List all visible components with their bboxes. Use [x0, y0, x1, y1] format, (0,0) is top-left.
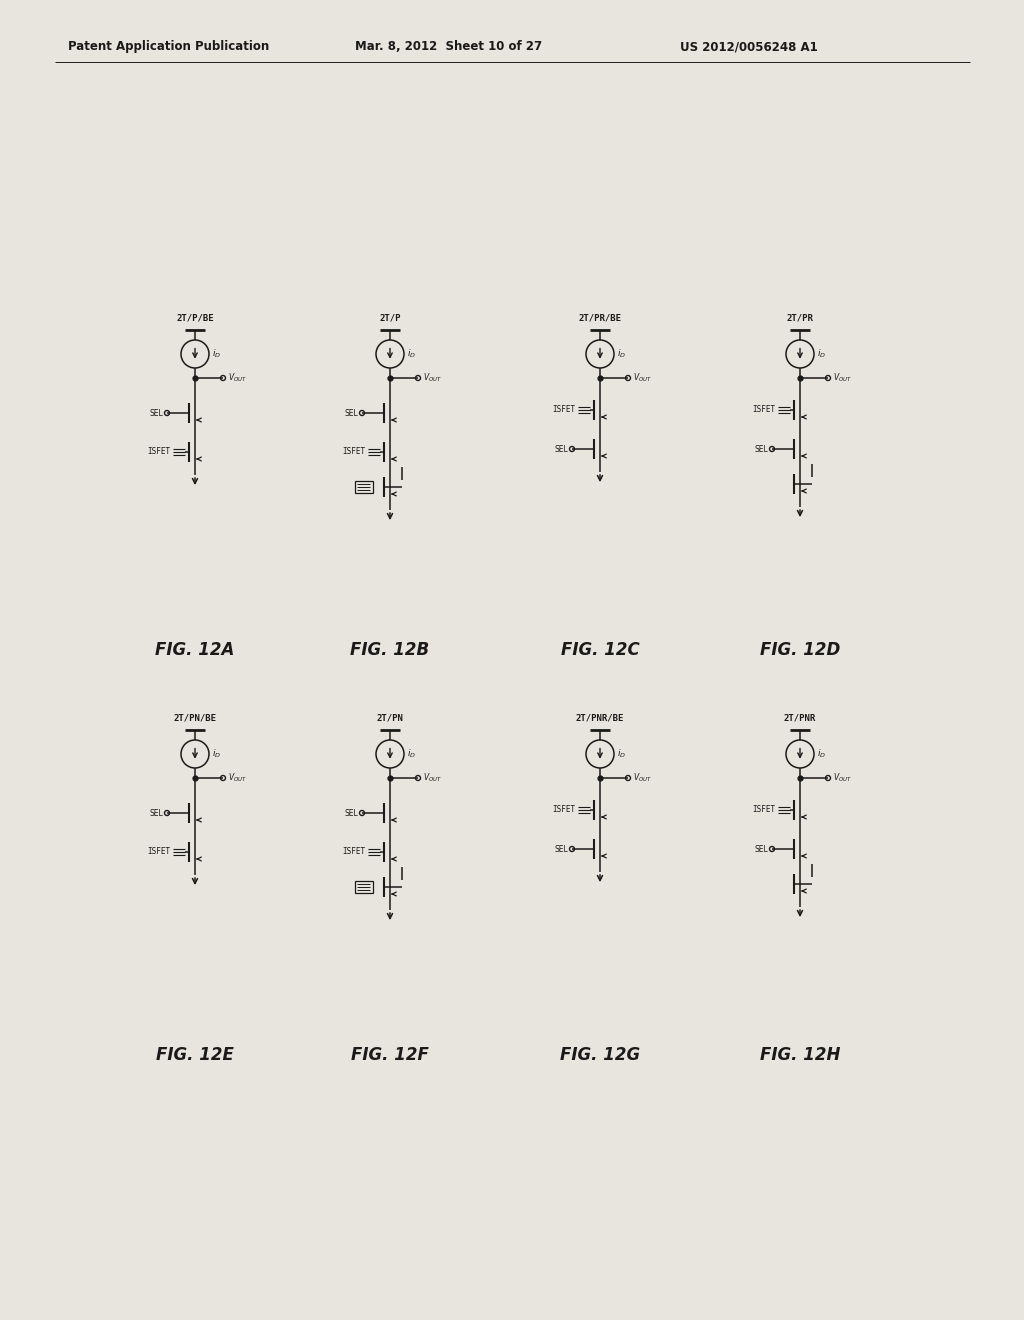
Text: FIG. 12C: FIG. 12C [560, 642, 639, 659]
Text: $i_D$: $i_D$ [407, 347, 416, 360]
Text: 2T/P/BE: 2T/P/BE [176, 314, 214, 322]
Text: ISFET: ISFET [752, 805, 775, 814]
Text: ISFET: ISFET [146, 447, 170, 457]
Text: 2T/P: 2T/P [379, 314, 400, 322]
Text: ISFET: ISFET [146, 847, 170, 857]
Text: 2T/PNR: 2T/PNR [784, 714, 816, 722]
Text: FIG. 12D: FIG. 12D [760, 642, 840, 659]
Text: FIG. 12G: FIG. 12G [560, 1045, 640, 1064]
Text: SEL: SEL [554, 445, 568, 454]
Text: $i_D$: $i_D$ [212, 347, 221, 360]
Text: Patent Application Publication: Patent Application Publication [68, 40, 269, 53]
Text: $i_D$: $i_D$ [617, 347, 626, 360]
Text: ISFET: ISFET [552, 405, 575, 414]
Text: 2T/PR/BE: 2T/PR/BE [579, 314, 622, 322]
Text: 2T/PNR/BE: 2T/PNR/BE [575, 714, 625, 722]
Text: ISFET: ISFET [342, 447, 365, 457]
Text: Mar. 8, 2012  Sheet 10 of 27: Mar. 8, 2012 Sheet 10 of 27 [355, 40, 542, 53]
Text: FIG. 12F: FIG. 12F [351, 1045, 429, 1064]
Text: SEL: SEL [344, 408, 358, 417]
Text: $i_D$: $i_D$ [817, 347, 826, 360]
Text: $i_D$: $i_D$ [617, 747, 626, 760]
Text: 2T/PN/BE: 2T/PN/BE [173, 714, 216, 722]
Text: FIG. 12A: FIG. 12A [156, 642, 234, 659]
Text: FIG. 12H: FIG. 12H [760, 1045, 840, 1064]
Text: US 2012/0056248 A1: US 2012/0056248 A1 [680, 40, 818, 53]
Text: ISFET: ISFET [752, 405, 775, 414]
Text: SEL: SEL [344, 808, 358, 817]
Text: FIG. 12E: FIG. 12E [156, 1045, 233, 1064]
Text: SEL: SEL [554, 845, 568, 854]
Text: SEL: SEL [150, 808, 163, 817]
Text: $V_{OUT}$: $V_{OUT}$ [228, 372, 247, 384]
Text: $V_{OUT}$: $V_{OUT}$ [228, 772, 247, 784]
Text: $i_D$: $i_D$ [817, 747, 826, 760]
Text: $V_{OUT}$: $V_{OUT}$ [633, 772, 652, 784]
Text: $i_D$: $i_D$ [212, 747, 221, 760]
Text: SEL: SEL [150, 408, 163, 417]
Text: $V_{OUT}$: $V_{OUT}$ [633, 372, 652, 384]
Text: $V_{OUT}$: $V_{OUT}$ [833, 372, 852, 384]
Text: ISFET: ISFET [552, 805, 575, 814]
Text: $V_{OUT}$: $V_{OUT}$ [423, 372, 442, 384]
Text: ISFET: ISFET [342, 847, 365, 857]
Bar [355, 880, 373, 894]
Text: FIG. 12B: FIG. 12B [350, 642, 429, 659]
Text: SEL: SEL [755, 845, 768, 854]
Text: SEL: SEL [755, 445, 768, 454]
Text: 2T/PR: 2T/PR [786, 314, 813, 322]
Text: 2T/PN: 2T/PN [377, 714, 403, 722]
Text: $V_{OUT}$: $V_{OUT}$ [833, 772, 852, 784]
Text: $V_{OUT}$: $V_{OUT}$ [423, 772, 442, 784]
Text: $i_D$: $i_D$ [407, 747, 416, 760]
Bar [355, 480, 373, 492]
